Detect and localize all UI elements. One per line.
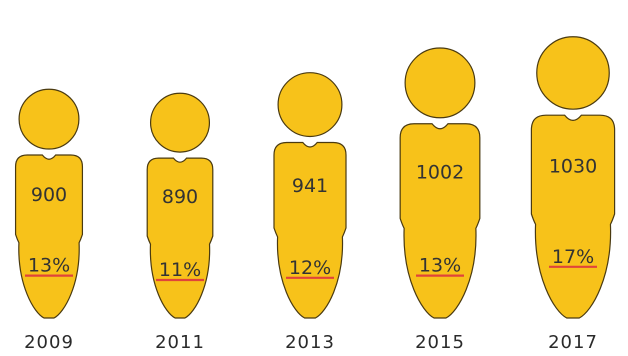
figure-body-bar [530,114,616,319]
figure-body-bar [399,123,481,319]
figure-head-circle [277,72,343,138]
figure-head-circle [18,88,80,150]
figure-body-bar [146,157,214,319]
figure-2013: 941 12% [273,72,347,319]
year-tick-label: 2015 [415,332,465,353]
percentage-label: 11% [159,259,201,281]
value-label: 941 [292,175,328,197]
percentage-label: 17% [552,246,594,268]
percentage-label: 13% [28,255,70,277]
value-label: 1002 [416,162,464,184]
year-tick-label: 2009 [24,332,74,353]
figure-body-bar [273,141,347,319]
figure-2009: 900 13% [14,88,84,319]
value-label: 900 [31,184,67,206]
figure-head-circle [404,47,476,119]
figure-2015: 1002 13% [399,47,481,319]
figure-2011: 890 11% [146,92,214,319]
figure-head-circle [536,36,610,110]
figure-body-bar [14,154,84,319]
year-tick-label: 2017 [548,332,598,353]
value-label: 1030 [549,155,597,177]
year-tick-label: 2013 [285,332,335,353]
percentage-label: 13% [419,255,461,277]
percentage-label: 12% [289,257,331,279]
figure-2017: 1030 17% [530,36,616,319]
value-label: 890 [162,186,198,208]
year-tick-label: 2011 [155,332,205,353]
figure-head-circle [149,92,211,153]
